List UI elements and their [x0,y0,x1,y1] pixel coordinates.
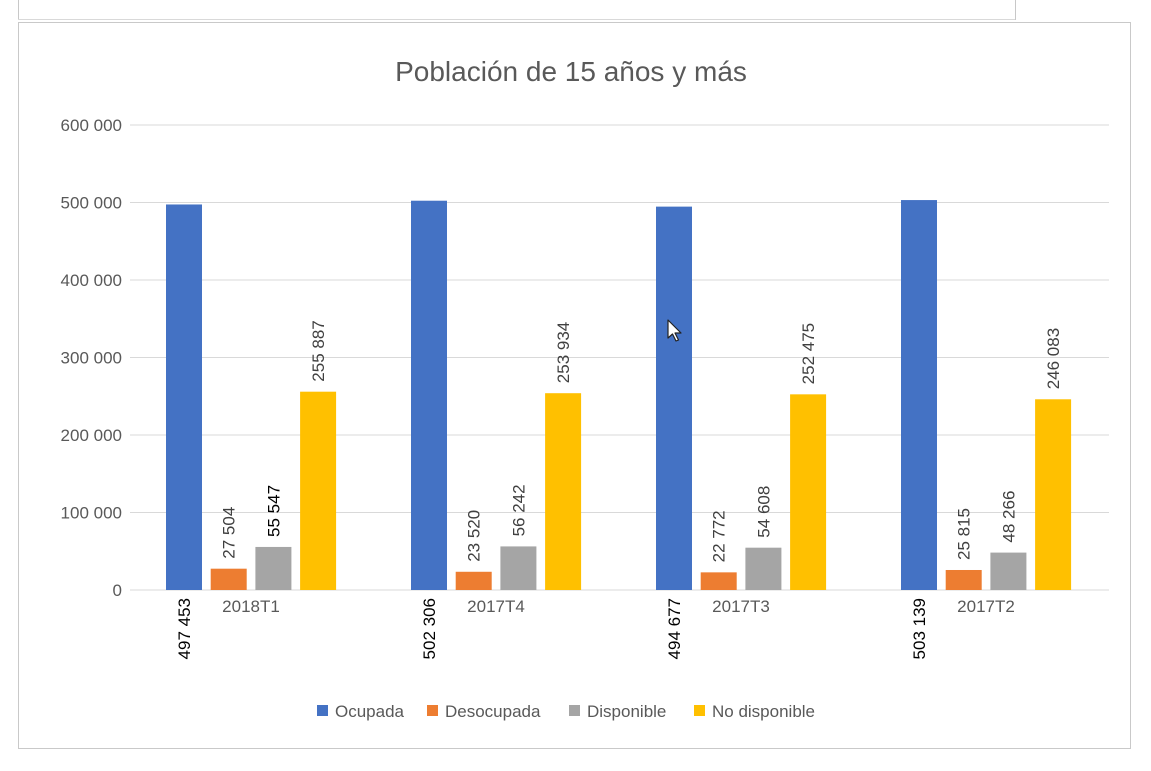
y-tick-label: 500 000 [61,194,122,213]
bar-no-disponible [545,393,582,590]
data-label: 503 139 [910,598,929,659]
y-tick-label: 200 000 [61,426,122,445]
data-label: 48 266 [999,491,1018,543]
bar-ocupada [656,206,692,591]
chart-title: Población de 15 años y más [395,56,747,87]
bar-disponible [745,547,782,590]
data-label: 54 608 [754,486,773,538]
category-labels: 2018T1 2017T4 2017T3 2017T2 [222,597,1015,616]
category-label: 2017T4 [467,597,525,616]
cell-border-bottom [18,19,1016,20]
category-label: 2018T1 [222,597,280,616]
legend-swatch [317,705,328,716]
bar-disponible [255,546,292,590]
bar-ocupada [166,204,202,590]
data-label: 502 306 [420,598,439,659]
bar-desocupada [945,569,982,590]
data-label: 497 453 [175,598,194,659]
legend-label: Desocupada [445,702,541,721]
y-tick-label: 300 000 [61,349,122,368]
gridlines [130,124,1109,591]
y-tick-label: 100 000 [61,504,122,523]
data-label: 253 934 [554,322,573,383]
data-labels: 497 453 27 504 55 547 255 887 502 306 23 520 5… [175,320,1063,659]
spreadsheet-top-strip [0,0,1151,22]
bar-desocupada [455,571,492,590]
bar-ocupada [901,200,937,591]
legend-label: Disponible [587,702,666,721]
category-label: 2017T2 [957,597,1015,616]
bar-disponible [500,546,537,590]
bar-desocupada [210,568,247,590]
bar-no-disponible [790,394,827,590]
cell-border-left [18,0,19,20]
y-tick-label: 600 000 [61,116,122,135]
legend-label: Ocupada [335,702,405,721]
cell-border-right [1015,0,1016,20]
legend: Ocupada Desocupada Disponible No disponible [317,702,815,721]
data-label: 252 475 [799,323,818,384]
mouse-cursor-icon [667,319,682,342]
data-label: 55 547 [264,485,283,537]
y-tick-label: 0 [113,581,122,600]
bar-no-disponible [1035,399,1072,590]
bars [166,200,1072,591]
y-tick-label: 400 000 [61,271,122,290]
category-label: 2017T3 [712,597,770,616]
data-label: 25 815 [955,508,974,560]
data-label: 255 887 [309,320,328,381]
legend-swatch [694,705,705,716]
data-label: 27 504 [220,507,239,559]
legend-swatch [569,705,580,716]
bar-desocupada [700,572,737,590]
data-label: 23 520 [465,510,484,562]
bar-no-disponible [300,391,337,590]
data-label: 22 772 [710,510,729,562]
legend-swatch [427,705,438,716]
data-label: 56 242 [509,484,528,536]
y-axis-ticks: 0 100 000 200 000 300 000 400 000 500 000 600 … [61,116,122,600]
legend-label: No disponible [712,702,815,721]
chart-frame[interactable] [18,22,1131,749]
data-label: 494 677 [665,598,684,659]
data-label: 246 083 [1044,328,1063,389]
bar-ocupada [411,200,447,591]
bar-disponible [990,552,1027,590]
